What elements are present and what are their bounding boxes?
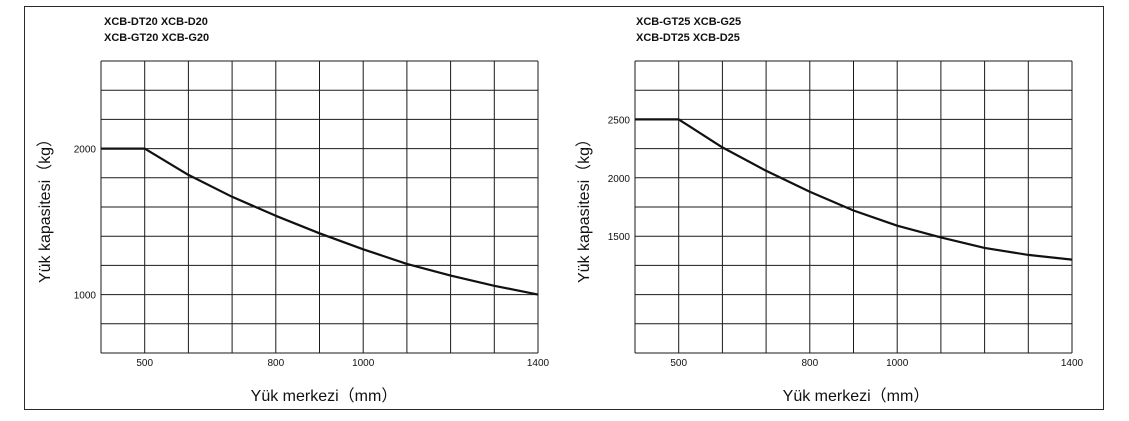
chart-panel — [24, 6, 1104, 410]
y-ticks: 1000 2000 — [74, 145, 97, 302]
y-tick-label: 2500 — [608, 115, 631, 126]
capacity-curve — [635, 118, 1073, 261]
x-tick-label: 800 — [267, 358, 284, 369]
model-line-1: XCB-DT20 XCB-D20 — [104, 16, 208, 28]
y-tick-label: 1500 — [608, 232, 631, 243]
grid — [100, 60, 539, 354]
grid — [634, 60, 1073, 354]
y-axis-title: Yük kapasitesi（kg） — [575, 131, 593, 283]
x-ticks: 500 800 1000 1400 — [136, 358, 549, 369]
x-tick-label: 500 — [670, 358, 687, 369]
model-line-1: XCB-GT25 XCB-G25 — [636, 16, 741, 28]
chart-right: XCB-GT25 XCB-G25 XCB-DT25 XCB-D25 1500 20… — [575, 16, 1084, 405]
model-line-2: XCB-DT25 XCB-D25 — [636, 32, 740, 44]
x-tick-label: 500 — [136, 358, 153, 369]
y-axis-title: Yük kapasitesi（kg） — [36, 131, 54, 283]
capacity-curve — [101, 147, 539, 296]
x-axis-title: Yük merkezi（mm） — [251, 387, 398, 405]
x-tick-label: 1400 — [1061, 358, 1084, 369]
x-tick-label: 1000 — [352, 358, 375, 369]
model-line-2: XCB-GT20 XCB-G20 — [104, 32, 209, 44]
x-axis-title: Yük merkezi（mm） — [783, 387, 930, 405]
capacity-curve-group — [101, 147, 539, 296]
x-tick-label: 1400 — [527, 358, 550, 369]
y-ticks: 1500 2000 2500 — [608, 115, 631, 243]
y-tick-label: 2000 — [74, 145, 97, 156]
y-tick-label: 2000 — [608, 174, 631, 185]
y-tick-label: 1000 — [74, 291, 97, 302]
x-tick-label: 1000 — [886, 358, 909, 369]
capacity-curve-group — [635, 118, 1073, 261]
x-tick-label: 800 — [801, 358, 818, 369]
x-ticks: 500 800 1000 1400 — [670, 358, 1083, 369]
chart-left: XCB-DT20 XCB-D20 XCB-GT20 XCB-G20 1000 20… — [36, 16, 550, 405]
